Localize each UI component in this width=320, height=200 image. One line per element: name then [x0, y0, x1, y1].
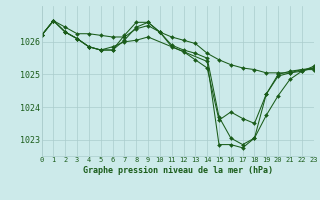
X-axis label: Graphe pression niveau de la mer (hPa): Graphe pression niveau de la mer (hPa) [83, 166, 273, 175]
